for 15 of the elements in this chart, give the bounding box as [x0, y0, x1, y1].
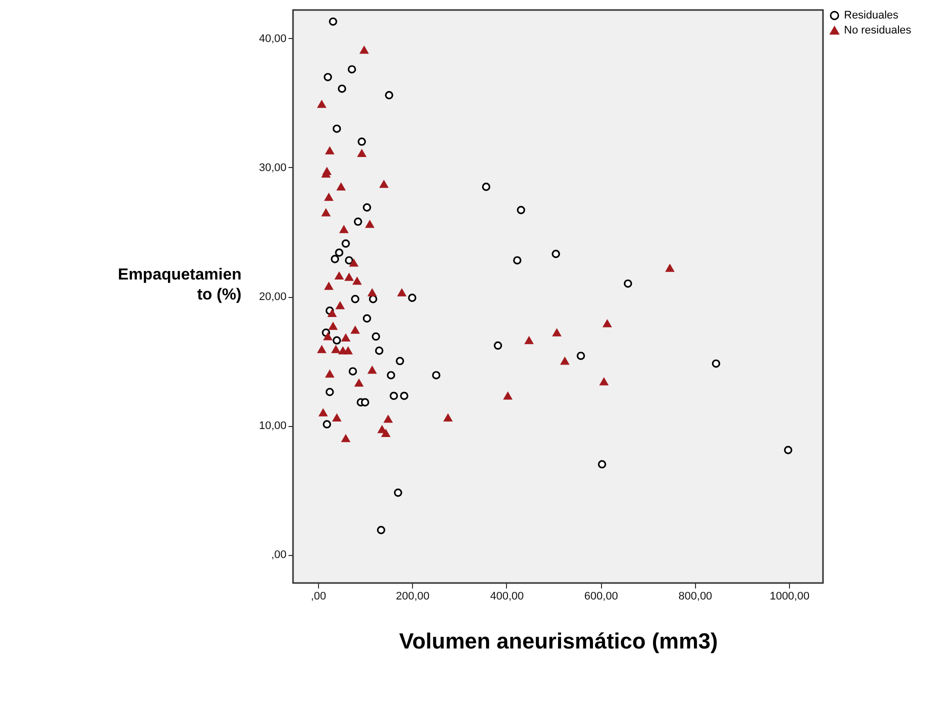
y-tick-label: 10,00 — [258, 420, 286, 432]
x-tick-label: 600,00 — [584, 590, 618, 602]
x-tick-label: 800,00 — [678, 590, 712, 602]
x-tick-label: ,00 — [310, 590, 326, 602]
y-tick-label: ,00 — [271, 549, 286, 562]
legend-label: No residuales — [844, 24, 912, 36]
legend-label: Residuales — [844, 10, 899, 22]
x-tick-label: 1000,00 — [770, 590, 810, 602]
x-axis-title: Volumen aneurismático (mm3) — [399, 628, 718, 654]
x-tick-label: 200,00 — [396, 590, 430, 602]
y-tick-label: 20,00 — [258, 291, 286, 303]
y-axis-title: Empaquetamiento (%) — [118, 266, 242, 304]
y-tick-label: 30,00 — [258, 162, 286, 174]
y-tick-label: 40,00 — [258, 32, 286, 45]
x-tick-label: 400,00 — [490, 590, 524, 602]
